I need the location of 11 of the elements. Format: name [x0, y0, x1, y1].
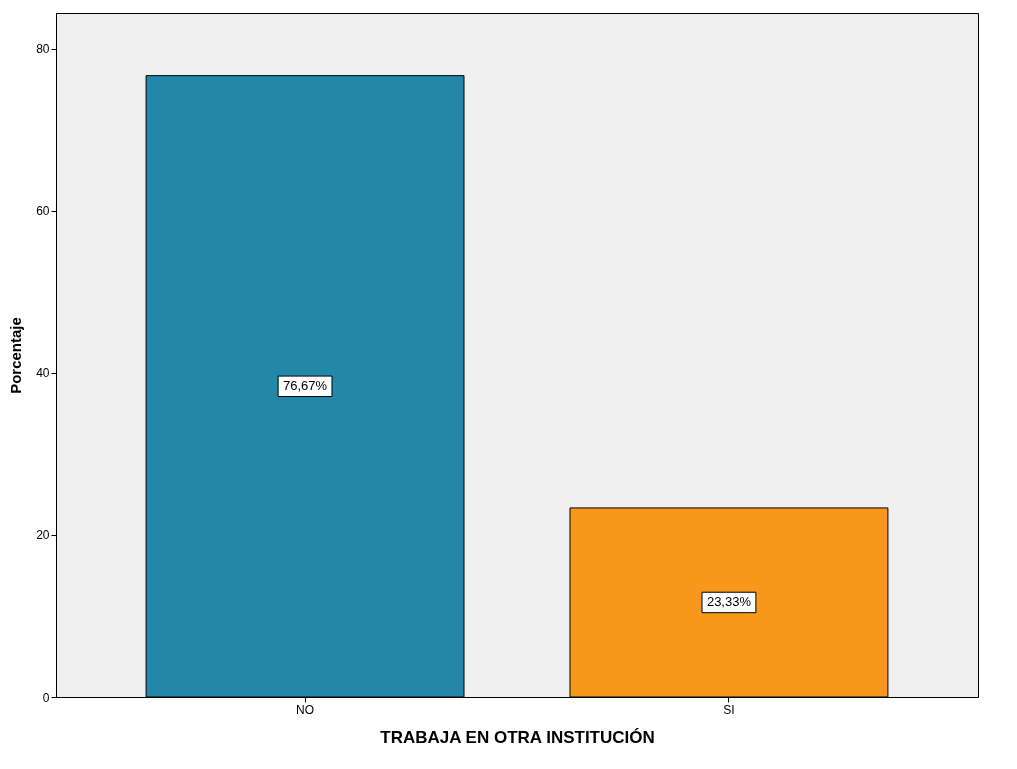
y-tick-label: 60 — [36, 204, 50, 219]
y-tick-label: 20 — [36, 528, 50, 543]
y-tick-label: 40 — [36, 366, 50, 381]
x-axis-title: TRABAJA EN OTRA INSTITUCIÓN — [380, 727, 655, 747]
x-tick-label: NO — [296, 702, 315, 717]
y-tick-label: 0 — [42, 690, 50, 705]
x-tick-label: SI — [723, 702, 735, 717]
y-axis-title: Porcentaje — [7, 317, 25, 394]
y-tick-label: 80 — [36, 42, 50, 57]
data-label: 76,67% — [283, 378, 328, 394]
data-label: 23,33% — [706, 594, 752, 610]
